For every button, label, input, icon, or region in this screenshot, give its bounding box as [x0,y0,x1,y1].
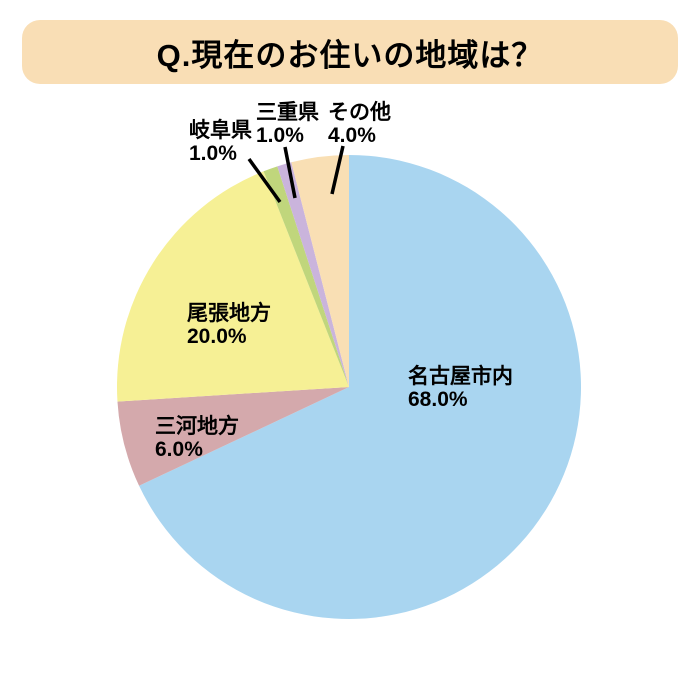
page-title: Q.現在のお住いの地域は？ [156,37,544,73]
leader-line-sonota [330,145,345,195]
leader-line-mie [283,146,297,199]
pie-slice-4 [277,162,349,387]
title-banner: Q.現在のお住いの地域は？ [22,20,678,84]
leader-line-gifu [247,157,282,204]
pie-slice-2 [117,171,350,402]
pie-slice-1 [117,387,350,486]
pie-slice-0 [139,155,582,619]
pie-slice-3 [263,166,349,387]
pie-slice-5 [291,155,349,387]
